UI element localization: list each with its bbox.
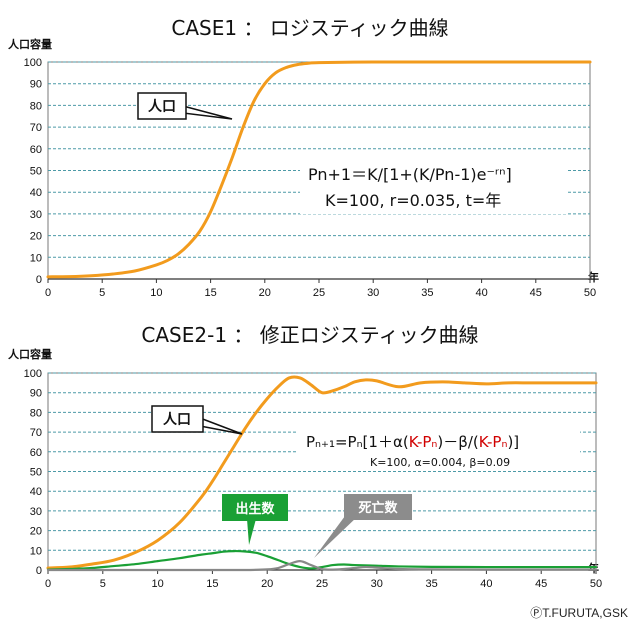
death-badge-pointer <box>314 516 358 558</box>
chart1-x-tick-label: 15 <box>204 287 216 299</box>
chart2-title: CASE2-1 ： 修正ロジスティック曲線 <box>141 323 478 347</box>
chart1-y-tick-label: 100 <box>24 57 42 69</box>
chart2-x-tick-label: 25 <box>316 578 328 590</box>
chart1-x-ticks: 0 5 10 15 20 25 30 35 40 45 50 <box>45 279 596 299</box>
chart2-grid <box>47 372 597 571</box>
chart2-y-ticks: 0 10 20 30 40 50 60 70 80 90 100 <box>24 368 42 577</box>
chart2-x-tick-label: 20 <box>261 578 273 590</box>
chart1-callout: 人口 <box>137 92 233 120</box>
birth-badge-box <box>222 494 288 521</box>
chart1-y-ticks: 0 10 20 30 40 50 60 70 80 90 100 <box>24 57 42 286</box>
chart1-lines <box>46 60 592 279</box>
birth-badge-pointer <box>247 519 256 545</box>
chart2-x-tick-label: 35 <box>425 578 437 590</box>
chart1-x-tick-label: 35 <box>421 287 433 299</box>
chart1-y-tick-label: 70 <box>30 122 42 134</box>
death-badge-label: 死亡数 <box>358 500 398 516</box>
chart2-x-tick-label: 10 <box>151 578 163 590</box>
chart2-y-tick-label: 60 <box>30 447 42 459</box>
chart1-x-tick-label: 40 <box>475 287 487 299</box>
chart1-y-tick-label: 80 <box>30 100 42 112</box>
chart2-lines <box>46 375 598 572</box>
chart2-callout-label: 人口 <box>163 411 191 428</box>
chart2-y-tick-label: 20 <box>30 526 42 538</box>
chart2-formula: Pₙ₊₁=Pₙ[1＋α(K-Pₙ)－β/(K-Pₙ)] <box>306 433 519 451</box>
chart2-formula-mid: )－β/( <box>437 433 478 451</box>
chart1-x-tick-label: 10 <box>150 287 162 299</box>
chart1-y-tick-label: 60 <box>30 144 42 156</box>
chart2-y-tick-label: 100 <box>24 368 42 380</box>
chart2-x-ticks: 0 5 10 15 20 25 30 35 40 45 50 <box>45 570 602 590</box>
death-badge: 死亡数 <box>314 494 412 558</box>
chart2-formula-kp1: K-Pₙ <box>409 433 438 451</box>
chart2-y-tick-label: 90 <box>30 388 42 400</box>
chart1-xlabel: 年 <box>588 270 599 284</box>
chart2-y-tick-label: 40 <box>30 486 42 498</box>
chart1-y-tick-label: 20 <box>30 231 42 243</box>
chart1-formula-bg <box>300 158 568 214</box>
credit-text: ⓅT.FURUTA,GSK <box>530 606 628 620</box>
death-badge-box <box>344 494 412 520</box>
chart1-title: CASE1 ： ロジスティック曲線 <box>171 16 448 40</box>
chart1-y-tick-label: 30 <box>30 209 42 221</box>
birth-badge: 出生数 <box>222 494 288 545</box>
chart1-formula-line1: Pn+1＝K/[1+(K/Pn-1)e⁻ʳⁿ] <box>308 165 512 184</box>
chart2-deaths-line <box>46 560 598 572</box>
chart2-params: K=100, α=0.004, β=0.09 <box>370 456 510 469</box>
chart2-x-tick-label: 40 <box>480 578 492 590</box>
chart2-x-tick-label: 30 <box>371 578 383 590</box>
chart2-formula-prefix: Pₙ₊₁=Pₙ[1＋α( <box>306 433 409 451</box>
chart1-y-tick-label: 0 <box>36 274 42 286</box>
chart1-y-tick-label: 90 <box>30 79 42 91</box>
chart2-x-tick-label: 50 <box>590 578 602 590</box>
chart1-ylabel: 人口容量 <box>8 37 52 51</box>
chart2-x-tick-label: 5 <box>100 578 106 590</box>
chart1-formula-line2: K=100, r=0.035, t=年 <box>325 191 501 210</box>
chart2-y-tick-label: 0 <box>36 565 42 577</box>
chart2-y-tick-label: 80 <box>30 407 42 419</box>
chart1-x-tick-label: 20 <box>259 287 271 299</box>
birth-badge-label: 出生数 <box>235 501 275 517</box>
chart1-population-line <box>46 60 592 279</box>
chart1-y-tick-label: 40 <box>30 187 42 199</box>
chart2-y-tick-label: 10 <box>30 545 42 557</box>
chart1-callout-box <box>137 92 187 120</box>
chart2-x-tick-label: 45 <box>535 578 547 590</box>
chart1-x-tick-label: 25 <box>313 287 325 299</box>
chart2-callout: 人口 <box>151 405 243 435</box>
chart2-y-tick-label: 50 <box>30 467 42 479</box>
chart2-births-line <box>46 549 598 571</box>
chart2-formula-suffix: )] <box>507 433 519 451</box>
chart2-formula-bg <box>298 425 580 471</box>
chart2-y-tick-label: 30 <box>30 506 42 518</box>
chart2-population-line <box>46 375 598 570</box>
chart2-callout-box <box>151 405 204 433</box>
chart2-x-tick-label: 0 <box>45 578 51 590</box>
chart1-callout-pointer <box>182 105 233 120</box>
chart1-x-tick-label: 30 <box>367 287 379 299</box>
chart2-x-tick-label: 15 <box>206 578 218 590</box>
chart1-x-tick-label: 5 <box>99 287 105 299</box>
chart2-y-tick-label: 70 <box>30 427 42 439</box>
chart2-ylabel: 人口容量 <box>8 347 52 361</box>
chart1-callout-label: 人口 <box>148 98 176 115</box>
chart1-x-tick-label: 45 <box>530 287 542 299</box>
chart1-x-tick-label: 0 <box>45 287 51 299</box>
chart2-formula-kp2: K-Pₙ <box>479 433 508 451</box>
chart1-y-tick-label: 50 <box>30 166 42 178</box>
chart1-y-tick-label: 10 <box>30 252 42 264</box>
chart1-x-tick-label: 50 <box>584 287 596 299</box>
